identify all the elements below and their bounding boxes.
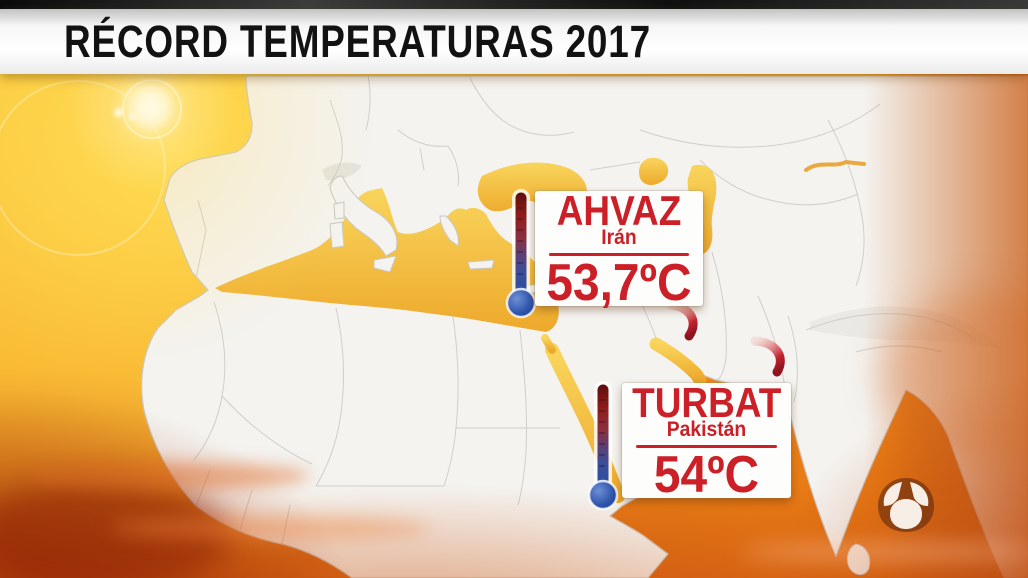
record-card-ahvaz: AHVAZ Irán 53,7ºC <box>535 187 703 312</box>
record-city: AHVAZ <box>556 187 682 234</box>
italy-peninsula <box>329 175 398 257</box>
greece-peninsula <box>439 215 459 247</box>
lens-flare-ring <box>122 79 182 139</box>
sicily-island <box>373 255 397 273</box>
page-title: RÉCORD TEMPERATURAS 2017 <box>64 15 651 67</box>
record-city: TURBAT <box>632 379 782 426</box>
record-country: Irán <box>601 226 637 249</box>
title-banner: RÉCORD TEMPERATURAS 2017 <box>0 9 1028 74</box>
thermometer-icon <box>587 381 619 511</box>
sardinia-island <box>329 221 345 249</box>
landmass-eurasia-africa <box>141 75 1028 578</box>
cloud-streak <box>880 290 1028 460</box>
thermometer-icon <box>505 189 537 319</box>
lens-flare-dot <box>114 108 123 117</box>
cloud-streak <box>740 542 1028 562</box>
lens-flare-ring <box>0 80 166 256</box>
record-temperature: 54ºC <box>653 446 760 504</box>
crete-island <box>467 259 495 270</box>
top-strip <box>0 0 1028 9</box>
cloud-streak <box>30 462 310 490</box>
gulf-of-suez-highlight <box>541 334 556 354</box>
lake-balkhash-highlight <box>804 159 866 172</box>
record-divider <box>636 445 777 448</box>
lens-flare-dot <box>129 114 135 120</box>
location-swoosh-icon <box>750 336 785 377</box>
cloud-streak <box>0 480 230 578</box>
aral-sea-highlight <box>638 157 669 186</box>
record-temperature: 53,7ºC <box>546 254 692 312</box>
record-divider <box>549 253 689 256</box>
alps-relief <box>322 162 362 181</box>
record-card-turbat: TURBAT Pakistán 54ºC <box>622 379 791 504</box>
red-sea-highlight <box>545 343 625 503</box>
location-markers <box>666 300 785 377</box>
persian-gulf-highlight <box>649 337 707 387</box>
corsica-island <box>333 201 345 220</box>
antena3-logo <box>878 478 934 532</box>
record-country: Pakistán <box>666 418 747 441</box>
cloud-streak <box>110 516 430 540</box>
mediterranean-sea-highlight <box>215 188 559 332</box>
